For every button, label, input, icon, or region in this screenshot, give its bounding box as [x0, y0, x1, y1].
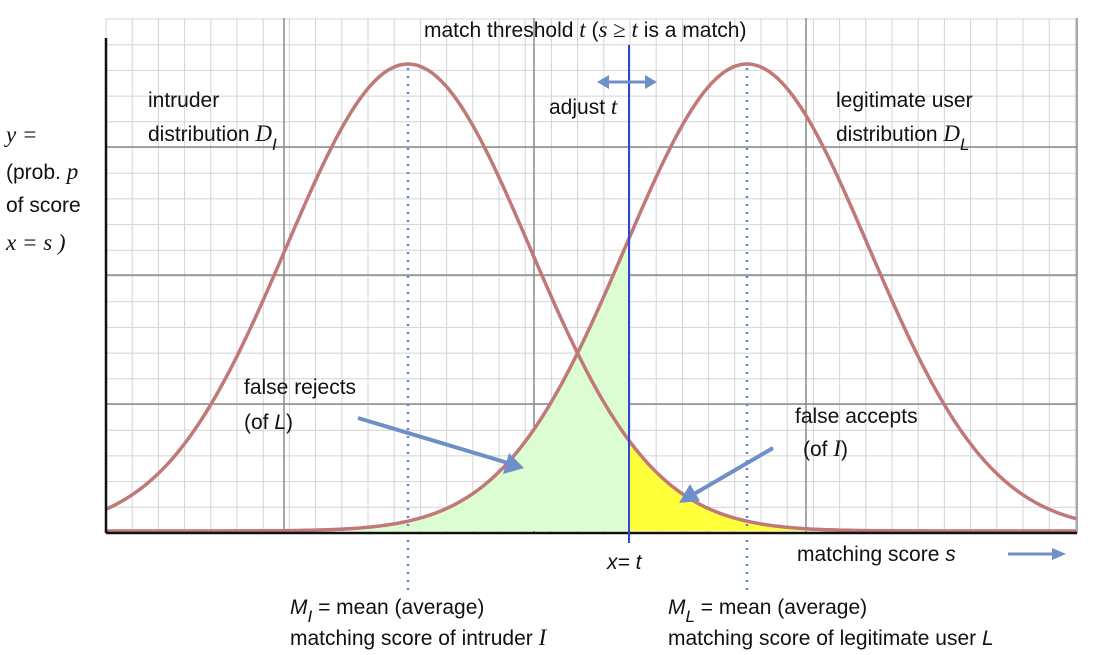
false-accept-region: [629, 440, 880, 531]
y-label-line4: x = s ): [5, 230, 66, 255]
false-rejects-line2: (of L): [244, 411, 293, 434]
y-label-line2: (prob. p: [6, 159, 78, 184]
adjust-t-label: adjust t: [549, 94, 618, 119]
false-rejects-line1: false rejects: [244, 376, 356, 399]
intruder-label-line1: intruder: [148, 89, 219, 112]
false-accept-arrow-icon: [679, 446, 775, 503]
matching-score-label: matching score s: [797, 543, 956, 566]
mean-legit-label-line2: matching score of legitimate user L: [668, 627, 994, 650]
false-accepts-line1: false accepts: [795, 405, 918, 428]
mean-legit-label-line1: ML = mean (average): [668, 596, 867, 626]
legitimate-distribution-curve: [106, 62, 1077, 533]
legit-label-line1: legitimate user: [836, 89, 973, 112]
false-accepts-line2: (of I): [803, 436, 848, 461]
legit-label-line2: distribution DL: [836, 121, 969, 154]
x-equals-t-label: x= t: [606, 551, 643, 574]
y-label-line3: of score: [6, 194, 81, 217]
false-reject-region: [300, 240, 629, 532]
intruder-distribution-curve: [105, 62, 1076, 533]
threshold-title: match threshold t (s ≥ t is a match): [424, 17, 746, 42]
matching-score-arrow-icon: [1008, 548, 1066, 560]
false-reject-arrow-icon: [357, 416, 524, 474]
mean-intruder-label-line2: matching score of intruder I: [290, 625, 548, 650]
arrows: [357, 75, 1066, 560]
mean-intruder-label-line1: MI = mean (average): [290, 596, 484, 626]
adjust-arrow-icon[interactable]: [597, 75, 657, 89]
intruder-label-line2: distribution DI: [148, 121, 277, 154]
y-label-line1: y =: [4, 122, 37, 147]
